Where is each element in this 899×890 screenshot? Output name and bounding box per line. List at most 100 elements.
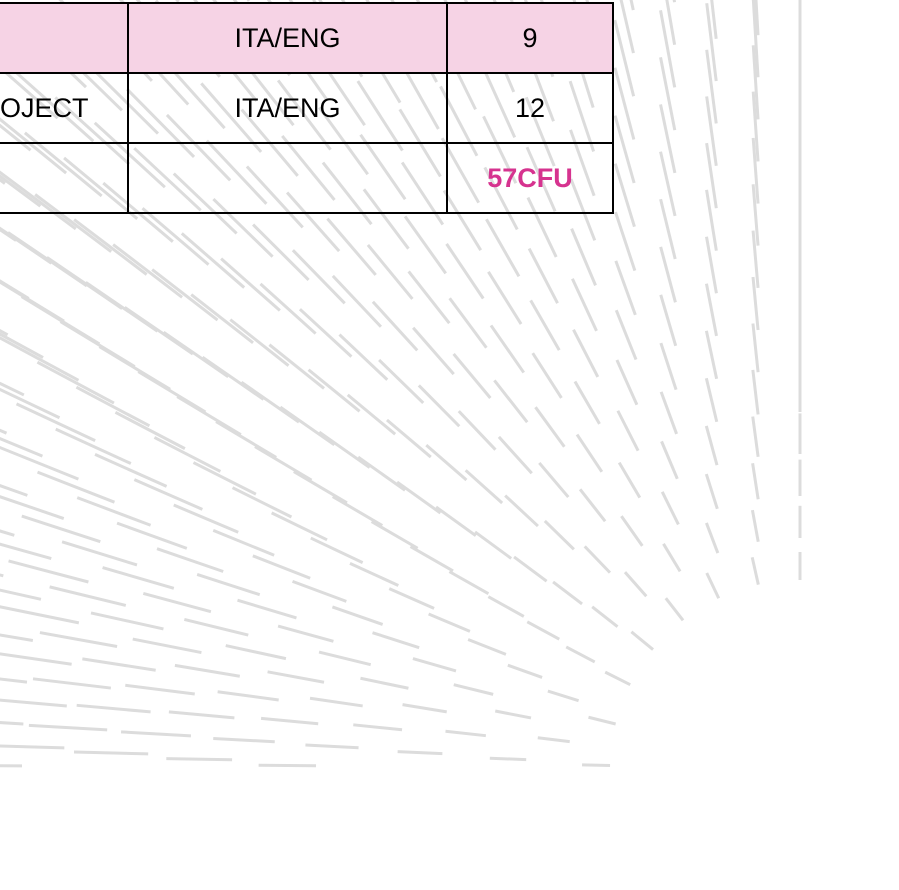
decor-dash (213, 530, 274, 555)
decor-dash (117, 523, 187, 548)
table-cell (0, 3, 128, 73)
decor-dash (539, 463, 568, 497)
decor-dash (585, 546, 610, 572)
table-cell: OJECT (0, 73, 128, 143)
decor-dash (350, 563, 398, 585)
decor-dash (577, 435, 602, 472)
decor-dash (0, 672, 27, 682)
table-cell (0, 143, 128, 213)
decor-dash (305, 745, 358, 748)
decor-dash (278, 626, 333, 641)
decor-dash (125, 685, 194, 694)
decor-dash (182, 233, 244, 287)
decor-dash (459, 411, 496, 450)
decor-dash (661, 392, 676, 434)
table-cell: ITA/ENG (128, 73, 447, 143)
decor-dash (74, 752, 148, 754)
decor-dash (103, 568, 174, 589)
decor-dash (490, 758, 526, 759)
table-row: ITA/ENG 9 (0, 3, 613, 73)
decor-dash (454, 685, 493, 695)
decor-dash (429, 614, 470, 631)
decor-dash (545, 521, 574, 549)
decor-dash (666, 598, 683, 620)
decor-dash (491, 325, 524, 372)
decor-dash (389, 589, 434, 609)
decor-dash (706, 426, 717, 465)
decor-dash (134, 480, 202, 510)
decor-dash (360, 678, 408, 688)
decor-dash (76, 387, 149, 426)
table-cell: 12 (447, 73, 613, 143)
decor-dash (0, 719, 23, 724)
decor-dash (0, 580, 41, 599)
decor-dash (332, 607, 382, 625)
table-row: 57CFU (0, 143, 613, 213)
decor-dash (0, 272, 64, 322)
decor-dash (446, 731, 486, 735)
decor-dash (133, 639, 202, 652)
decor-dash (152, 270, 217, 320)
decor-dash (62, 542, 137, 565)
table-cell: 9 (447, 3, 613, 73)
decor-dash (535, 407, 564, 447)
decor-dash (548, 691, 579, 701)
decor-dash (0, 287, 8, 335)
decor-dash (373, 633, 420, 648)
decor-dash (166, 759, 232, 760)
decor-dash (197, 574, 260, 594)
decor-dash (0, 490, 64, 518)
decor-dash (0, 354, 24, 395)
decor-dash (706, 523, 717, 553)
decor-dash (0, 337, 78, 380)
decor-dash (319, 432, 369, 467)
decor-dash (413, 659, 456, 671)
decor-dash (661, 343, 676, 390)
decor-dash (409, 271, 450, 323)
decor-dash (253, 556, 310, 578)
decor-dash (413, 328, 454, 374)
decor-dash (33, 679, 111, 688)
decor-dash (436, 507, 476, 536)
table-row: OJECT ITA/ENG 12 (0, 73, 613, 143)
decor-dash (449, 572, 488, 594)
decor-dash (193, 463, 255, 495)
decor-dash (0, 652, 72, 664)
decor-dash (753, 370, 758, 414)
decor-dash (213, 738, 275, 741)
decor-dash (706, 331, 716, 379)
decor-dash (488, 272, 521, 324)
decor-dash (372, 522, 418, 549)
table-cell: 57CFU (447, 143, 613, 213)
decor-dash (575, 381, 600, 423)
decor-dash (40, 633, 117, 647)
decor-dash (706, 378, 716, 422)
decor-dash (411, 547, 454, 571)
decor-dash (508, 665, 542, 677)
decor-dash (22, 516, 101, 542)
decor-dash (230, 320, 288, 366)
decor-dash (753, 323, 758, 372)
decor-dash (495, 711, 531, 718)
decor-dash (625, 572, 646, 596)
decor-dash (226, 646, 286, 659)
decor-dash (115, 412, 184, 448)
decor-dash (616, 261, 636, 315)
decor-dash (175, 665, 240, 676)
decor-dash (91, 613, 163, 629)
decor-dash (95, 454, 167, 486)
decor-dash (397, 482, 440, 513)
decor-dash (398, 752, 443, 754)
decor-dash (189, 0, 249, 1)
decor-dash (74, 220, 147, 275)
decor-dash (405, 216, 446, 273)
decor-dash (294, 472, 347, 503)
decor-dash (0, 606, 79, 623)
decor-dash (280, 407, 334, 445)
decor-dash (0, 379, 59, 418)
decor-dash (37, 362, 114, 403)
decor-dash (566, 647, 594, 662)
decor-dash (588, 717, 615, 724)
decor-dash (0, 699, 67, 706)
decor-dash (753, 417, 758, 457)
